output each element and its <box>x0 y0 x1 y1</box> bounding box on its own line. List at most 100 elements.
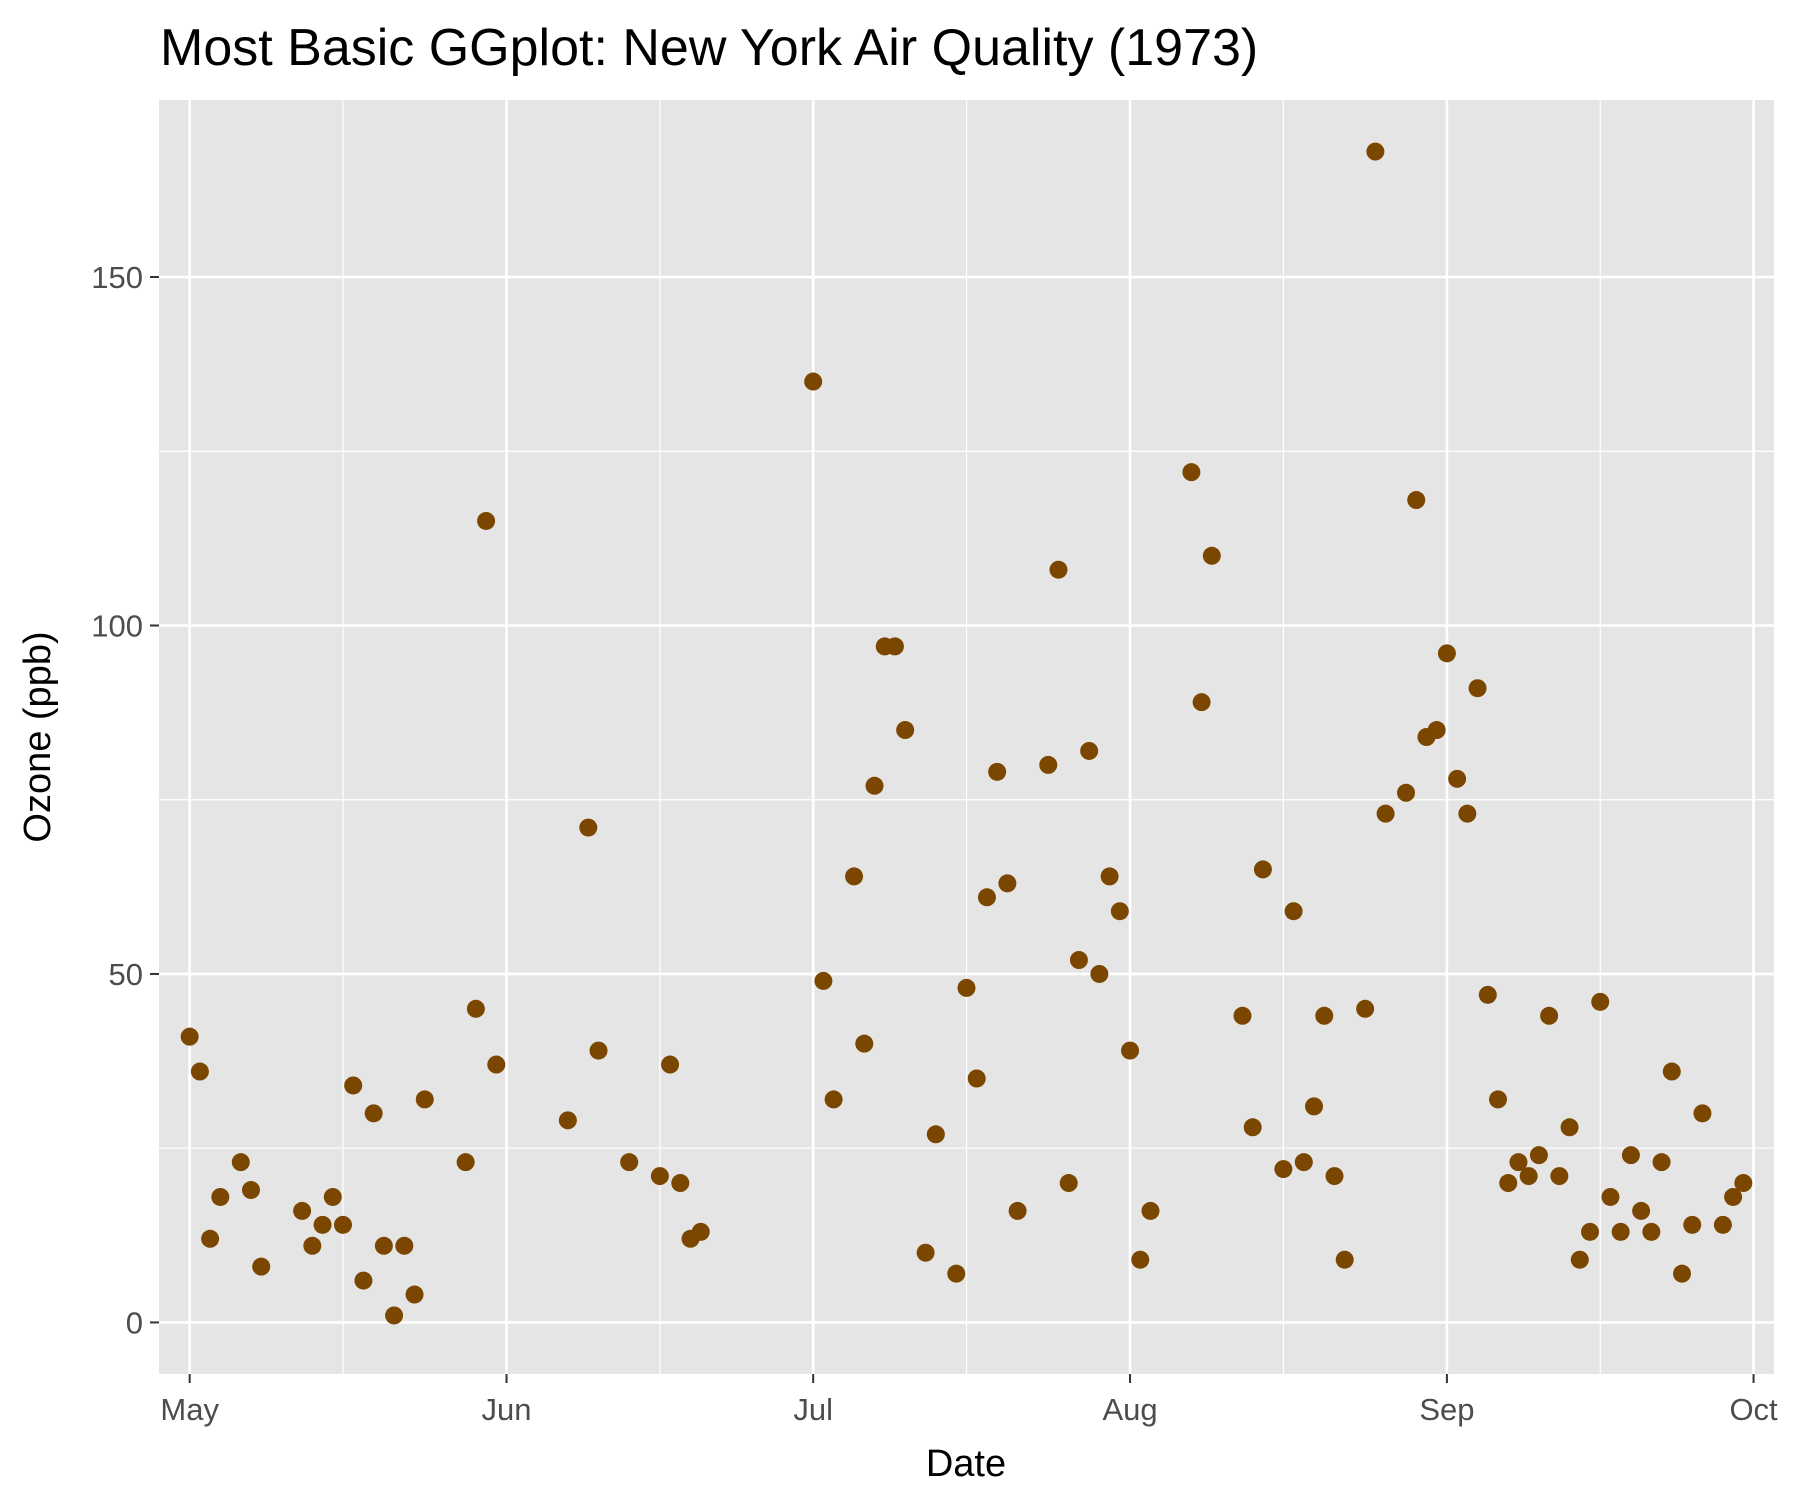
data-point <box>1427 721 1446 740</box>
data-point <box>1560 1118 1579 1137</box>
data-point <box>405 1285 424 1304</box>
data-point <box>691 1222 710 1241</box>
data-point <box>211 1187 230 1206</box>
data-point <box>1478 985 1497 1004</box>
data-point <box>671 1174 690 1193</box>
y-axis: 0 50 100 150 <box>91 260 159 1340</box>
data-point <box>977 888 996 907</box>
data-point <box>579 818 598 837</box>
x-tick-label: Aug <box>1102 1392 1157 1427</box>
data-point <box>1356 999 1375 1018</box>
data-point <box>885 637 904 656</box>
data-point <box>1570 1250 1589 1269</box>
data-point <box>1182 463 1201 482</box>
data-point <box>1110 902 1129 921</box>
data-point <box>998 874 1017 893</box>
data-point <box>957 978 976 997</box>
data-point <box>252 1257 271 1276</box>
data-point <box>824 1090 843 1109</box>
data-point <box>1090 964 1109 983</box>
data-point <box>1253 860 1272 879</box>
x-tick-label: May <box>160 1392 219 1427</box>
data-point <box>344 1076 363 1095</box>
data-point <box>1437 644 1456 663</box>
data-point <box>1192 693 1211 712</box>
x-tick-label: Oct <box>1729 1392 1778 1427</box>
data-point <box>1325 1167 1344 1186</box>
data-point <box>1529 1146 1548 1165</box>
data-point <box>201 1229 220 1248</box>
data-point <box>466 999 485 1018</box>
data-point <box>303 1236 322 1255</box>
data-point <box>231 1153 250 1172</box>
data-point <box>1621 1146 1640 1165</box>
y-tick-label: 150 <box>91 260 143 295</box>
data-point <box>1335 1250 1354 1269</box>
data-point <box>916 1243 935 1262</box>
data-point <box>180 1027 199 1046</box>
data-point <box>1069 951 1088 970</box>
data-point <box>190 1062 209 1081</box>
x-axis: May Jun Jul Aug Sep Oct <box>160 1374 1778 1427</box>
data-point <box>988 762 1007 781</box>
data-point <box>477 511 496 530</box>
data-point <box>865 776 884 795</box>
data-point <box>1407 491 1426 510</box>
y-tick-label: 100 <box>91 608 143 643</box>
data-point <box>1673 1264 1692 1283</box>
data-point <box>1550 1167 1569 1186</box>
data-point <box>589 1041 608 1060</box>
data-point <box>1519 1167 1538 1186</box>
x-axis-title: Date <box>926 1443 1006 1485</box>
data-point <box>1059 1174 1078 1193</box>
data-point <box>1693 1104 1712 1123</box>
data-point <box>1509 1153 1528 1172</box>
y-axis-title: Ozone (ppb) <box>17 631 59 842</box>
data-point <box>1540 1006 1559 1025</box>
data-point <box>1294 1153 1313 1172</box>
data-point <box>1662 1062 1681 1081</box>
data-point <box>1243 1118 1262 1137</box>
data-point <box>1315 1006 1334 1025</box>
data-point <box>456 1153 475 1172</box>
data-point <box>1008 1201 1027 1220</box>
data-point <box>1121 1041 1140 1060</box>
data-point <box>395 1236 414 1255</box>
data-point <box>1284 902 1303 921</box>
data-point <box>896 721 915 740</box>
data-point <box>1713 1215 1732 1234</box>
x-tick-label: Jul <box>793 1392 833 1427</box>
data-point <box>845 867 864 886</box>
data-point <box>1489 1090 1508 1109</box>
data-point <box>804 372 823 391</box>
data-point <box>1376 804 1395 823</box>
data-point <box>333 1215 352 1234</box>
data-point <box>487 1055 506 1074</box>
data-point <box>1274 1160 1293 1179</box>
data-point <box>1734 1174 1753 1193</box>
data-point <box>1305 1097 1324 1116</box>
data-point <box>354 1271 373 1290</box>
data-point <box>855 1034 874 1053</box>
data-point <box>814 971 833 990</box>
data-point <box>1468 679 1487 698</box>
data-point <box>1233 1006 1252 1025</box>
data-point <box>241 1181 260 1200</box>
data-point <box>947 1264 966 1283</box>
data-points <box>180 142 1753 1325</box>
data-point <box>1642 1222 1661 1241</box>
data-point <box>1499 1174 1518 1193</box>
data-point <box>313 1215 332 1234</box>
data-point <box>926 1125 945 1144</box>
data-point <box>620 1153 639 1172</box>
data-point <box>1080 741 1099 760</box>
data-point <box>293 1201 312 1220</box>
data-point <box>323 1187 342 1206</box>
data-point <box>1652 1153 1671 1172</box>
y-tick-label: 50 <box>109 957 143 992</box>
data-point <box>1581 1222 1600 1241</box>
data-point <box>1397 783 1416 802</box>
data-point <box>1591 992 1610 1011</box>
data-point <box>385 1306 404 1325</box>
